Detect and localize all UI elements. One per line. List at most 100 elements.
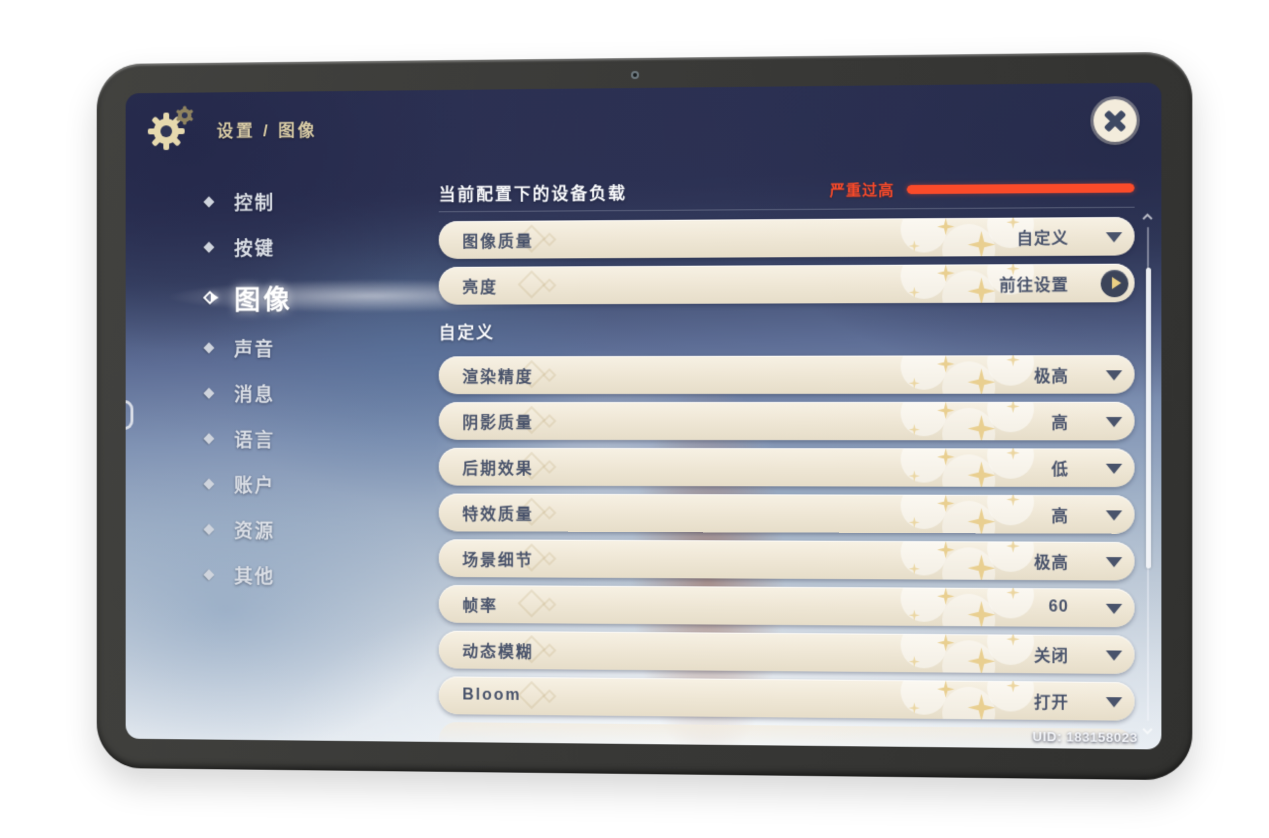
diamond-icon [203,478,215,490]
circle-decor [900,493,948,530]
sidebar-item-audio[interactable]: 声音 [203,333,410,363]
sparkle-icon [1006,539,1019,552]
chevron-down-icon[interactable] [1105,510,1123,521]
circle-decor [942,270,996,305]
setting-row-bloom[interactable]: Bloom 打开 [438,676,1135,721]
diamond-motif-icon [517,270,546,299]
device-load-label: 当前配置下的设备负载 [438,183,628,204]
device-load-bar [906,182,1135,194]
sparkle-icon [909,287,920,298]
sparkle-icon [937,634,954,651]
sidebar-item-language[interactable]: 语言 [203,424,410,454]
circle-decor [942,500,996,534]
go-to-settings-button[interactable] [1100,269,1129,297]
setting-row-post-processing[interactable]: 后期效果 低 [438,447,1135,488]
diamond-motif-icon [517,680,546,710]
sidebar-item-notifications[interactable]: 消息 [203,378,410,408]
chevron-down-icon[interactable] [1105,417,1123,428]
sparkle-icon [937,218,954,235]
sparkle-icon [968,368,996,394]
gear-icon [147,105,194,151]
sparkle-icon [909,517,920,528]
circle-decor [942,593,996,628]
sparkle-icon [937,264,954,281]
sidebar-item-controls[interactable]: 控制 [203,186,410,217]
sparkle-icon [968,415,996,440]
uid-label: UID: 183158023 [1032,728,1138,746]
setting-row-frame-rate[interactable]: 帧率 60 [438,584,1135,628]
sparkle-icon [968,601,996,627]
circle-decor [900,584,948,623]
setting-row-shadow-quality[interactable]: 阴影质量 高 [438,401,1135,441]
device-load-status: 严重过高 [829,181,895,200]
setting-value: 前往设置 [999,277,1069,295]
circle-decor [987,447,1035,479]
circle-decor [987,401,1035,433]
diamond-icon [203,241,215,253]
setting-row-scene-detail[interactable]: 场景细节 极高 [438,539,1135,581]
sidebar-item-label: 其他 [234,566,276,588]
sparkle-icon [909,563,920,574]
chevron-down-icon[interactable] [1105,232,1123,243]
diamond-icon [203,196,215,208]
chevron-down-icon[interactable] [1142,724,1153,735]
sidebar-item-resources[interactable]: 资源 [203,515,410,545]
device-load-bar-fill [906,182,1135,194]
section-title: 自定义 [438,323,495,343]
diamond-icon [203,569,215,581]
chevron-down-icon[interactable] [1105,697,1123,708]
circle-decor [987,584,1035,619]
pill-decoration [439,401,1135,441]
diamond-motif-icon [542,689,557,704]
close-button[interactable] [1093,99,1137,143]
setting-value: 打开 [1034,694,1069,713]
sidebar-item-key-bindings[interactable]: 按键 [203,231,410,262]
setting-label: 图像质量 [462,233,534,251]
chevron-down-icon[interactable] [1105,603,1123,615]
sparkle-icon [968,508,996,534]
setting-value: 高 [1051,414,1069,433]
setting-label: 阴影质量 [462,415,534,432]
pill-decoration [439,447,1135,488]
setting-row-graphics-quality[interactable]: 图像质量 自定义 [438,216,1135,259]
chevron-right-icon [1111,276,1121,290]
circle-decor [942,223,996,259]
graphics-settings-panel: 当前配置下的设备负载 严重过高 图像质量 自定义 亮度 前往设置 [438,176,1135,750]
setting-value: 关闭 [1034,647,1069,666]
setting-label: Bloom [462,686,522,704]
scrollbar[interactable] [1142,213,1153,735]
chevron-down-icon[interactable] [1105,557,1123,568]
diamond-icon [203,387,215,399]
chevron-down-icon[interactable] [1105,463,1123,474]
bullet-box [203,196,222,208]
device-load-row: 当前配置下的设备负载 严重过高 [438,176,1135,204]
page-title: 设置 / 图像 [216,121,318,141]
pill-decoration [439,539,1135,581]
chevron-down-icon[interactable] [1105,370,1123,381]
diamond-motif-icon [542,278,557,293]
setting-value: 自定义 [1016,230,1069,248]
sparkle-icon [1006,679,1019,692]
sidebar-item-other[interactable]: 其他 [203,560,410,591]
chevron-down-icon[interactable] [1105,650,1123,661]
sparkle-icon [968,461,996,487]
sidebar-item-graphics[interactable]: 图像 [203,277,410,317]
setting-row-motion-blur[interactable]: 动态模糊 关闭 [438,630,1135,675]
circle-decor [900,263,948,300]
chevron-up-icon[interactable] [1142,213,1153,224]
sidebar-item-account[interactable]: 账户 [203,469,410,499]
setting-row-brightness[interactable]: 亮度 前往设置 [438,263,1135,305]
circle-decor [900,355,948,390]
setting-value: 低 [1051,461,1069,479]
setting-row-vfx-quality[interactable]: 特效质量 高 [438,493,1135,534]
circle-decor [900,630,948,669]
sparkle-icon [909,240,920,251]
settings-sidebar: 控制 按键 图像 声音 消息 [203,186,410,591]
circle-decor [900,676,948,715]
scrollbar-thumb[interactable] [1145,267,1151,569]
bullet-box [203,569,222,581]
circle-decor [900,216,948,253]
circle-decor [900,401,948,437]
setting-row-render-resolution[interactable]: 渲染精度 极高 [438,355,1135,395]
setting-row-partial [438,722,1135,750]
